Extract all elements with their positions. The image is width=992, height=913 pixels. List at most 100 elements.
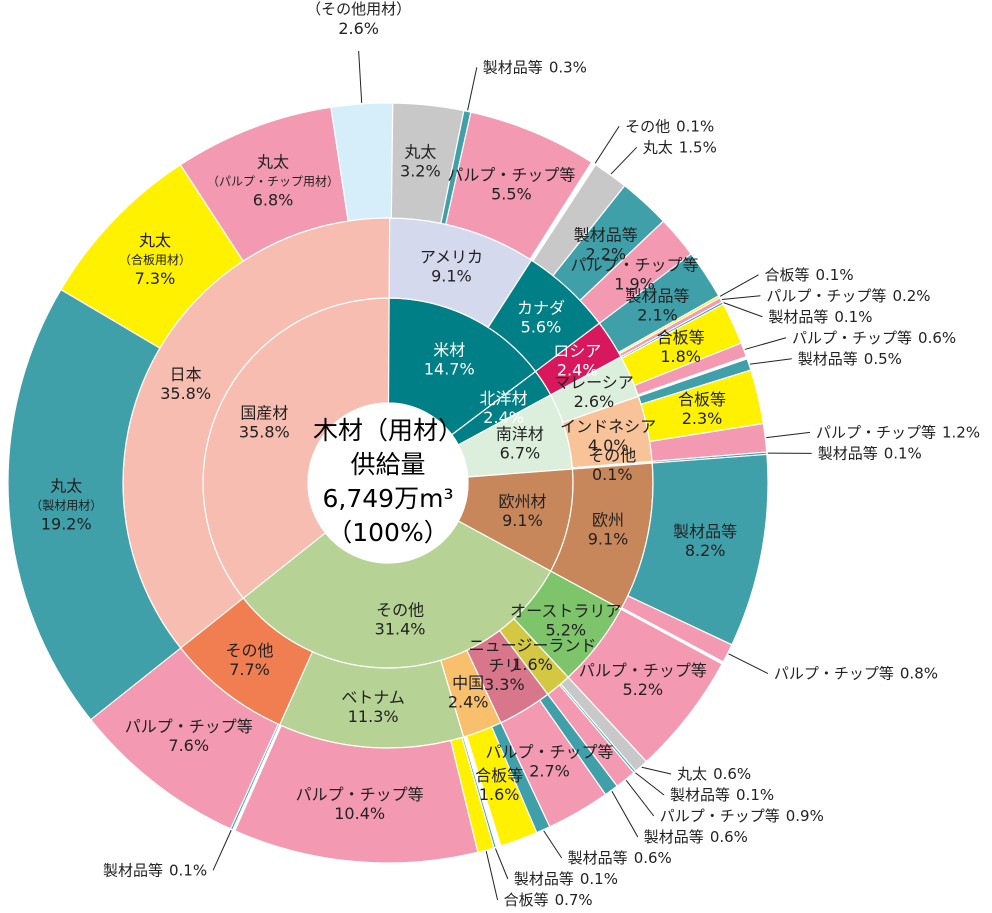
segment-label: ベトナム 11.3% (341, 688, 405, 726)
label-value: 0.6% (710, 828, 748, 846)
leader-line (641, 766, 672, 775)
segment-label: アメリカ 9.1% (420, 247, 483, 285)
label-name: パルプ・チップ等 (660, 807, 780, 825)
center-text: 供給量 (350, 450, 425, 479)
label-line: 2.2% (585, 244, 626, 263)
segment-label: 南洋材 6.7% (496, 424, 544, 462)
label-line: 2.3% (682, 409, 723, 428)
label-name: 製材品等 (768, 307, 828, 325)
label-name: その他 (625, 117, 670, 135)
label-line: 合板等 (657, 328, 705, 347)
outside-label: その他 0.1% (625, 117, 714, 135)
segment-label: 国産材 35.8% (239, 403, 290, 441)
label-value: 1.2% (942, 423, 980, 441)
label-line: 2.1% (637, 305, 678, 324)
segment-label: チリ 3.3% (484, 656, 525, 694)
outside-label: 製材品等 0.5% (798, 349, 902, 367)
leader-line (358, 50, 363, 103)
segment-label: ニュージーランド 1.6% (469, 635, 597, 673)
outside-label: 製材品等 0.1% (103, 861, 207, 879)
label-line: 35.8% (239, 422, 290, 441)
leader-line (594, 126, 620, 164)
label-line: パルプ・チップ等 (486, 742, 614, 761)
segment-label: 日本 35.8% (160, 365, 211, 403)
label-value: 0.5% (864, 349, 902, 367)
label-name: 製材品等 (103, 861, 163, 879)
label-line: パルプ・チップ等 (447, 165, 575, 184)
label-value: 0.6% (634, 849, 672, 867)
segment-label: パルプ・チップ等 7.6% (125, 717, 253, 755)
leader-line (212, 830, 232, 871)
label-line: ニュージーランド (469, 635, 597, 654)
label-name: 製材品等 (798, 349, 858, 367)
leader-line (625, 780, 655, 817)
segment-label: 丸太 （製材用材） 19.2% (30, 476, 102, 533)
label-line: 製材品等 (673, 521, 737, 540)
label-name: パルプ・チップ等 (792, 328, 912, 346)
label-name: 製材品等 (568, 849, 628, 867)
label-line: 丸太 (257, 152, 289, 171)
segment-label: 中国 2.4% (448, 673, 489, 711)
label-value: 0.6% (713, 765, 751, 783)
label-value: 0.9% (786, 807, 824, 825)
label-line: 丸太 (50, 476, 82, 495)
segment-label: 欧州材 9.1% (498, 492, 546, 530)
label-name: 製材品等 (670, 786, 730, 804)
label-line: 米材 (433, 340, 465, 359)
label-line: 7.6% (168, 736, 209, 755)
label-line: （パルプ・チップ用材） (207, 174, 339, 188)
label-name: 丸太 (677, 765, 707, 783)
label-value: 1.5% (679, 138, 717, 156)
outside-label: 製材品等 0.1% (818, 444, 922, 462)
outside-label: 製材品等 0.1% (670, 786, 774, 804)
segment (234, 724, 479, 864)
leader-line (467, 67, 478, 111)
label-name: 丸太 (643, 138, 673, 156)
label-line: 3.2% (400, 161, 441, 180)
segment-label: パルプ・チップ等 5.2% (579, 661, 707, 699)
label-line: オーストラリア (510, 601, 621, 620)
segment (633, 342, 748, 396)
label-line: インドネシア (560, 417, 656, 436)
label-line: 7.7% (229, 659, 270, 678)
label-line: ベトナム (341, 688, 405, 707)
label-name: パルプ・チップ等 (816, 423, 936, 441)
label-line: 9.1% (431, 266, 472, 285)
label-name: 合板等 (504, 891, 549, 909)
segment (330, 102, 394, 222)
leader-line (485, 851, 499, 901)
label-line: 7.3% (135, 269, 176, 288)
label-line: （合板用材） (119, 252, 191, 267)
label-line: 19.2% (41, 514, 92, 533)
center-circle (307, 402, 469, 564)
label-name: 製材品等 (483, 58, 543, 76)
label-value: 0.2% (892, 286, 930, 304)
label-line: 4.0% (588, 436, 629, 455)
outside-label: 合板等 0.1% (764, 265, 853, 283)
label-line: 5.5% (491, 184, 532, 203)
segment-label: マレーシア 2.6% (554, 372, 634, 410)
outside-label: 製材品等 0.3% (483, 58, 587, 76)
segment-label: その他 7.7% (226, 640, 274, 678)
leader-line (494, 848, 509, 880)
segment-label: 合板等 1.8% (657, 328, 705, 366)
label-value: 0.1% (169, 861, 207, 879)
leader-line (749, 358, 792, 365)
label-line: 5.2% (622, 680, 663, 699)
label-line: 1.6% (512, 654, 553, 673)
segment-label: パルプ・チップ等 5.5% (447, 165, 575, 203)
outside-label: 製材品等 0.1% (514, 870, 618, 888)
label-line: パルプ・チップ等 (125, 717, 253, 736)
label-line: その他 (376, 600, 424, 619)
label-line: 6.8% (253, 190, 294, 209)
segment (445, 111, 593, 261)
segment-label: 合板等 1.6% (475, 766, 523, 804)
label-line: 北洋材 (480, 389, 528, 408)
label-line: 14.7% (424, 359, 475, 378)
outside-label: 合板等 0.7% (504, 891, 593, 909)
segment-label: 製材品等 2.1% (626, 286, 690, 324)
label-line: パルプ・チップ等 (296, 784, 424, 803)
label-name: パルプ・チップ等 (766, 286, 886, 304)
label-name: パルプ・チップ等 (774, 664, 894, 682)
label-line: 10.4% (334, 803, 385, 822)
